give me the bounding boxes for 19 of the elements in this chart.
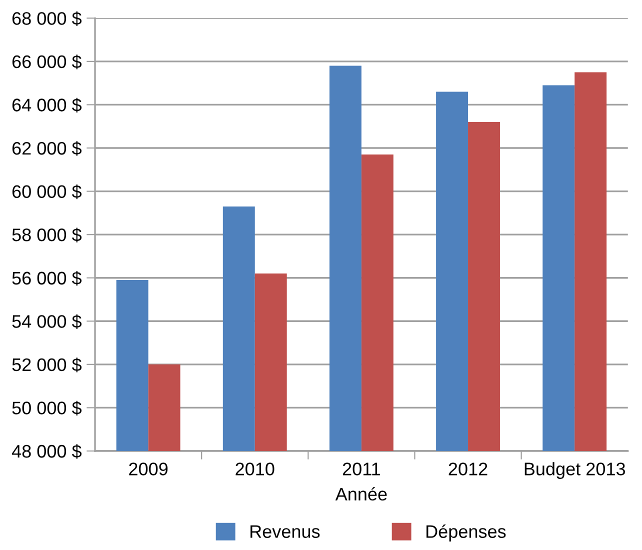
y-tick-label: 58 000 $ bbox=[12, 228, 82, 242]
y-tick-label: 68 000 $ bbox=[12, 11, 82, 26]
y-tick-label: 64 000 $ bbox=[12, 98, 82, 113]
legend-label: Revenus bbox=[250, 525, 320, 538]
y-tick-label: 66 000 $ bbox=[12, 54, 82, 70]
y-tick-label: 62 000 $ bbox=[12, 141, 82, 156]
y-tick-label: 54 000 $ bbox=[12, 314, 82, 329]
x-tick-label: Budget 2013 bbox=[524, 462, 626, 479]
x-tick-label: 2010 bbox=[236, 462, 274, 476]
x-axis-title: Année bbox=[335, 487, 387, 501]
y-tick-label: 60 000 $ bbox=[12, 184, 82, 200]
y-tick-label: 52 000 $ bbox=[12, 358, 82, 372]
y-tick-label: 56 000 $ bbox=[12, 271, 82, 286]
legend-label: Dépenses bbox=[426, 524, 506, 542]
x-tick-label: 2011 bbox=[342, 462, 380, 476]
x-tick-label: 2012 bbox=[448, 462, 488, 476]
y-tick-label: 50 000 $ bbox=[12, 400, 82, 416]
y-tick-label: 48 000 $ bbox=[12, 444, 82, 459]
x-tick-label: 2009 bbox=[129, 462, 168, 476]
